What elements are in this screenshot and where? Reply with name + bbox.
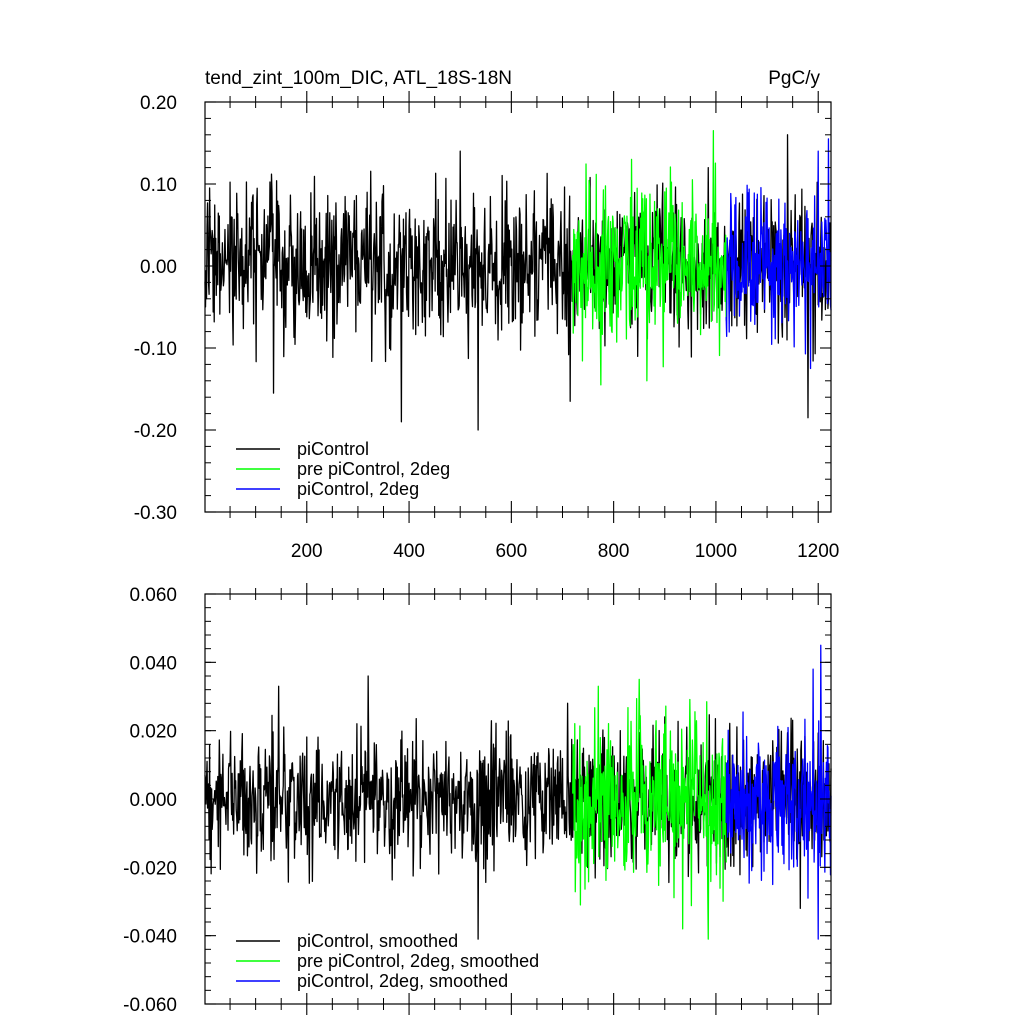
- top-x-tick-label: 200: [291, 541, 323, 562]
- top-chart-panel: tend_zint_100m_DIC, ATL_18S-18N PgC/y 0.…: [134, 68, 840, 562]
- bottom-series-line-3: [725, 644, 832, 940]
- top-series-line-3: [725, 138, 832, 370]
- bottom-y-tick-label: -0.040: [123, 927, 177, 948]
- top-legend-label-1: piControl: [297, 439, 369, 459]
- top-y-tick-label: -0.10: [134, 339, 177, 360]
- top-legend-label-2: pre piControl, 2deg: [297, 459, 450, 479]
- top-x-tick-label: 1000: [695, 541, 737, 562]
- bottom-series-line-1: [204, 675, 832, 940]
- top-axes-group: 0.20 0.10 0.00 -0.10 -0.20 -0.30 200 400 600 800 1…: [134, 91, 839, 562]
- bottom-y-tick-label: -0.020: [123, 858, 177, 879]
- bottom-legend-label-2: pre piControl, 2deg, smoothed: [297, 951, 539, 971]
- top-x-tick-label: 1200: [797, 541, 839, 562]
- bottom-y-tick-label: 0.040: [129, 653, 177, 674]
- top-chart-title: tend_zint_100m_DIC, ATL_18S-18N: [205, 68, 512, 89]
- bottom-legend-label-1: piControl, smoothed: [297, 931, 458, 951]
- top-series-group: [204, 130, 832, 431]
- bottom-series-line-2: [572, 678, 727, 940]
- top-plot-frame: [204, 101, 832, 513]
- top-legend-label-3: piControl, 2deg: [297, 479, 419, 499]
- bottom-y-tick-label: 0.020: [129, 722, 177, 743]
- top-y-tick-label: -0.30: [134, 503, 177, 524]
- bottom-y-tick-label: 0.000: [129, 790, 177, 811]
- top-y-tick-label: -0.20: [134, 421, 177, 442]
- bottom-y-tick-label: -0.060: [123, 995, 177, 1016]
- bottom-chart-panel: 0.060 0.040 0.020 0.000 -0.020 -0.040 -0.060 p…: [123, 583, 832, 1016]
- bottom-axes-group: 0.060 0.040 0.020 0.000 -0.020 -0.040 -0.060: [123, 583, 832, 1016]
- top-x-tick-label: 400: [393, 541, 425, 562]
- top-chart-units-label: PgC/y: [768, 68, 820, 89]
- top-series-line-2: [572, 130, 727, 386]
- bottom-y-tick-label: 0.060: [129, 585, 177, 606]
- top-x-tick-label: 800: [598, 541, 630, 562]
- top-y-tick-label: 0.00: [140, 257, 177, 278]
- top-y-tick-label: 0.10: [140, 175, 177, 196]
- bottom-legend-label-3: piControl, 2deg, smoothed: [297, 971, 508, 991]
- top-x-tick-label: 600: [495, 541, 527, 562]
- top-y-tick-label: 0.20: [140, 93, 177, 114]
- bottom-series-group: [204, 644, 832, 940]
